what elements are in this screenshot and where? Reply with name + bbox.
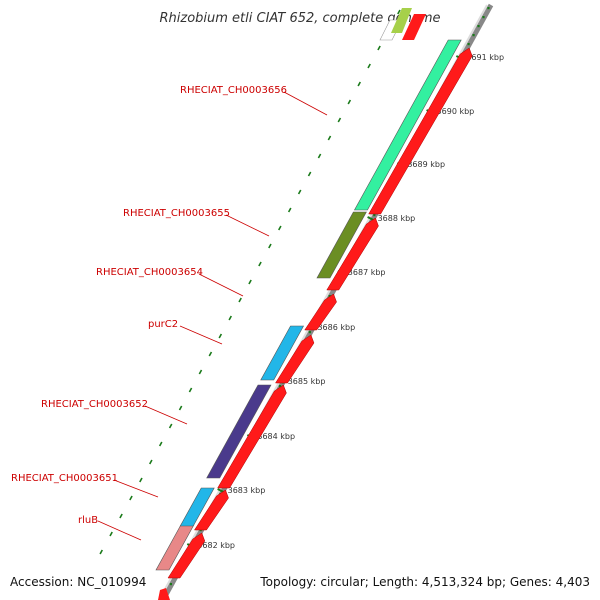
gene-label-rheciat_ch0003652: RHECIAT_CH0003652 (41, 399, 148, 410)
ruler-tick-label: 3687 kbp (348, 268, 386, 277)
gene-label-rheciat_ch0003654: RHECIAT_CH0003654 (96, 267, 203, 278)
gene-label-rheciat_ch0003651: RHECIAT_CH0003651 (11, 473, 118, 484)
cds-arrow (326, 217, 379, 291)
gene-box-purc2 (260, 325, 305, 381)
track-dash (109, 531, 113, 537)
track-dash (168, 423, 173, 429)
ruler-dot (467, 43, 470, 46)
track-dash (258, 261, 262, 267)
track-dash (347, 99, 352, 105)
track-dash (208, 351, 213, 357)
track-dash (228, 315, 233, 321)
track-dash (129, 495, 133, 501)
ruler-dot (477, 25, 480, 28)
gene-label-rlub: rluB (78, 515, 98, 526)
track-dash (218, 333, 223, 339)
track-dash (357, 81, 362, 87)
gene-label-rheciat_ch0003656: RHECIAT_CH0003656 (180, 85, 287, 96)
track-dash (178, 405, 183, 411)
track-dash (139, 477, 143, 483)
track-dash (287, 207, 292, 213)
track-dash (188, 387, 193, 393)
track-dash (99, 549, 103, 555)
cds-arrow (275, 334, 315, 384)
cds-arrow (194, 489, 229, 531)
track-dash (198, 369, 203, 375)
gene-leader-line (144, 405, 188, 425)
ruler-tick-label: 3684 kbp (257, 432, 295, 441)
track-dash (119, 513, 123, 519)
cds-arrow (167, 532, 206, 579)
ruler-tick-label: 3688 kbp (378, 214, 416, 223)
gene-box-rheciat_ch0003652 (206, 384, 272, 479)
track-dash (317, 153, 322, 159)
gene-box-rheciat_ch0003651 (179, 487, 215, 527)
gene-box-partial-green (391, 8, 412, 33)
track-dash (397, 9, 401, 15)
genome-summary-text: Topology: circular; Length: 4,513,324 bp… (260, 575, 590, 589)
ruler-tick (367, 216, 375, 221)
ruler-tick-label: 3690 kbp (437, 107, 475, 116)
ruler-dot (278, 385, 282, 388)
accession-text: Accession: NC_010994 (10, 575, 147, 589)
track-dash (149, 459, 153, 465)
cds-arrow (158, 588, 170, 600)
ruler-dot (487, 7, 490, 10)
gene-leader-line (97, 520, 142, 541)
ruler-dot (472, 34, 475, 37)
gene-leader-line (283, 91, 328, 116)
ruler-dot (482, 16, 485, 19)
gene-label-rheciat_ch0003655: RHECIAT_CH0003655 (123, 208, 230, 219)
gene-leader-line (113, 479, 159, 498)
cds-arrow (402, 14, 426, 40)
track-dash (327, 135, 332, 141)
gene-box-rheciat_ch0003655 (316, 211, 367, 279)
track-dash (238, 297, 242, 303)
gene-leader-line (179, 325, 223, 345)
cds-arrow (304, 293, 337, 331)
gene-leader-line (225, 214, 270, 237)
ruler-tick-label: 3689 kbp (407, 160, 445, 169)
track-dash (297, 189, 302, 195)
track-dash (278, 225, 282, 231)
track-dash (337, 117, 342, 123)
genome-title: Rhizobium etli CIAT 652, complete genome (159, 11, 441, 26)
ruler-tick-label: 3691 kbp (466, 53, 504, 62)
track-dash (307, 171, 312, 177)
gene-leader-line (198, 273, 244, 297)
ruler-tick-label: 3683 kbp (228, 486, 266, 495)
ruler-tick-label: 3682 kbp (197, 541, 235, 550)
track-dash (248, 279, 252, 285)
gene-box-rheciat_ch0003656 (353, 39, 462, 211)
ruler-dot (328, 295, 331, 298)
track-dash (268, 243, 272, 249)
track-dash (158, 441, 163, 447)
ruler-tick-label: 3686 kbp (317, 323, 355, 332)
ruler-tick-label: 3685 kbp (288, 377, 326, 386)
ruler-dot (169, 583, 172, 586)
track-dash (367, 63, 371, 69)
track-dash (377, 45, 381, 51)
gene-label-purc2: purC2 (148, 319, 178, 330)
ruler-tick (217, 488, 225, 493)
cds-arrow (368, 47, 473, 215)
ruler-dot (373, 214, 376, 217)
ruler-dot (308, 331, 311, 334)
cds-arrow (217, 384, 287, 489)
